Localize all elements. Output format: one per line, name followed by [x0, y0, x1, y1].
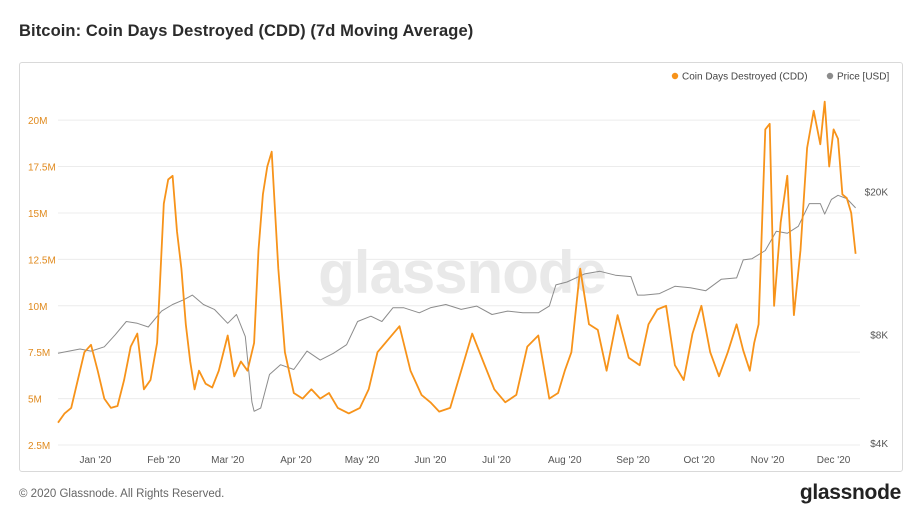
x-tick-label: Aug '20 — [548, 455, 582, 466]
x-tick-label: Sep '20 — [616, 455, 650, 466]
chart-title: Bitcoin: Coin Days Destroyed (CDD) (7d M… — [19, 22, 474, 40]
copyright-text: © 2020 Glassnode. All Rights Reserved. — [19, 488, 225, 500]
legend-label: Price [USD] — [837, 72, 889, 83]
gridlines — [58, 119, 860, 446]
y-left-tick-label: 7.5M — [28, 348, 50, 359]
y-left-tick-label: 2.5M — [28, 441, 50, 452]
y-left-tick-label: 12.5M — [28, 255, 56, 266]
y-left-tick-label: 17.5M — [28, 163, 56, 174]
legend-swatch — [671, 72, 679, 80]
watermark-text: glassnode — [318, 239, 606, 306]
x-tick-label: Jun '20 — [414, 455, 446, 466]
price-usd-series-line — [57, 194, 856, 412]
x-tick-label: Jul '20 — [482, 455, 511, 466]
x-tick-label: May '20 — [345, 455, 380, 466]
x-tick-label: Dec '20 — [817, 455, 851, 466]
y-left-tick-label: 10M — [28, 302, 47, 313]
x-tick-label: Apr '20 — [280, 455, 312, 466]
y-right-tick-label: $8K — [870, 331, 888, 342]
y-left-tick-label: 5M — [28, 395, 42, 406]
axes: 2.5M 5M 7.5M 10M 12.5M 15M 17.5M 20M $4K $8K $20K J… — [28, 116, 888, 466]
y-left-tick-label: 15M — [28, 209, 47, 220]
cdd-series-line — [57, 100, 857, 424]
legend-label: Coin Days Destroyed (CDD) — [682, 72, 808, 83]
y-right-tick-label: $4K — [870, 439, 888, 450]
y-right-tick-label: $20K — [865, 187, 889, 198]
brand-logo: glassnode — [799, 481, 901, 504]
x-tick-label: Oct '20 — [683, 455, 715, 466]
chart-panel: glassnode 2.5M 5M 7.5M 10M 12.5M 15M 17.5M 20M $… — [19, 62, 903, 472]
series-layer — [57, 100, 857, 424]
x-tick-label: Feb '20 — [147, 455, 180, 466]
legend-swatch — [826, 72, 834, 80]
x-tick-label: Mar '20 — [211, 455, 244, 466]
chart-svg: glassnode 2.5M 5M 7.5M 10M 12.5M 15M 17.5M 20M $… — [28, 72, 889, 467]
legend: Coin Days Destroyed (CDD) Price [USD] — [671, 72, 889, 83]
x-tick-label: Nov '20 — [751, 455, 785, 466]
y-left-tick-label: 20M — [28, 116, 47, 127]
x-tick-label: Jan '20 — [79, 455, 111, 466]
